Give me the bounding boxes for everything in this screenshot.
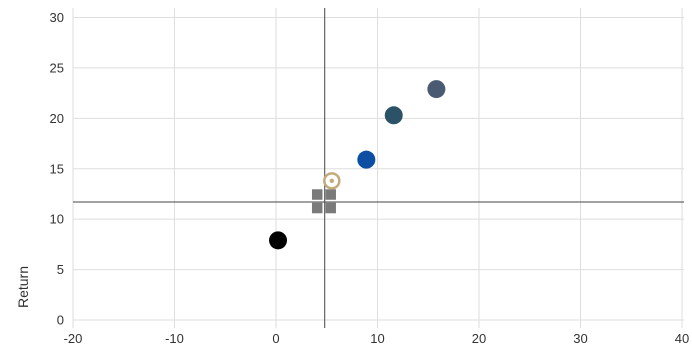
data-point bbox=[427, 80, 446, 99]
data-point bbox=[384, 106, 403, 125]
y-tick-label: 25 bbox=[50, 60, 64, 75]
data-point bbox=[357, 150, 376, 169]
x-tick-label: 30 bbox=[573, 331, 587, 346]
y-tick-label: 15 bbox=[50, 161, 64, 176]
x-tick-label: -10 bbox=[165, 331, 184, 346]
x-tick-label: -20 bbox=[64, 331, 83, 346]
vertical-gridlines bbox=[72, 8, 683, 328]
y-tick-label: 5 bbox=[57, 262, 64, 277]
y-tick-label: 10 bbox=[50, 212, 64, 227]
y-tick-label: 0 bbox=[57, 313, 64, 328]
horizontal-gridlines bbox=[73, 17, 684, 321]
data-point bbox=[269, 231, 288, 250]
y-axis-tick-labels: 0 5 10 15 20 25 30 bbox=[50, 10, 64, 328]
y-tick-label: 30 bbox=[50, 10, 64, 25]
reference-lines bbox=[73, 8, 684, 328]
x-tick-label: 10 bbox=[370, 331, 384, 346]
x-tick-label: 40 bbox=[675, 331, 689, 346]
y-axis-title: Return bbox=[15, 266, 31, 308]
x-tick-label: 20 bbox=[472, 331, 486, 346]
data-point bbox=[311, 189, 336, 214]
x-axis-tick-labels: -20 -10 0 10 20 30 40 bbox=[64, 331, 690, 346]
y-tick-label: 20 bbox=[50, 111, 64, 126]
data-point bbox=[323, 172, 341, 190]
data-points bbox=[269, 80, 446, 250]
x-tick-label: 0 bbox=[272, 331, 279, 346]
